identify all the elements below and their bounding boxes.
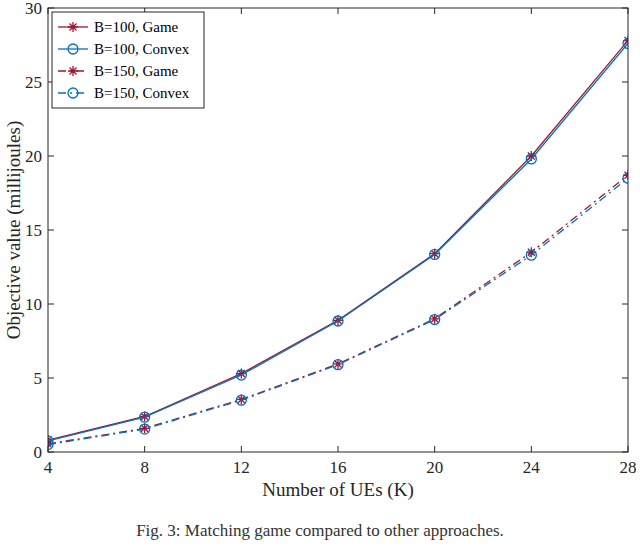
- legend-box: [52, 12, 204, 108]
- series-marker: [526, 250, 536, 260]
- y-tick: [622, 378, 628, 379]
- legend: B=100, Game B=100, Convex B=150, Game B=150…: [52, 12, 204, 108]
- legend-label: B=150, Convex: [94, 85, 190, 101]
- y-tick: [622, 304, 628, 305]
- x-tick-label: 20: [426, 458, 443, 477]
- x-tick: [338, 8, 339, 14]
- y-tick-label: 15: [25, 221, 42, 240]
- series-marker: [140, 423, 150, 433]
- y-tick-label: 30: [25, 0, 42, 18]
- legend-label: B=100, Convex: [94, 41, 190, 57]
- x-tick-label: 4: [44, 458, 53, 477]
- series-marker: [333, 359, 343, 369]
- series-marker: [333, 360, 343, 370]
- series-marker: [48, 440, 53, 450]
- y-tick: [622, 230, 628, 231]
- y-tick: [48, 156, 54, 157]
- x-tick: [241, 8, 242, 14]
- x-tick: [338, 446, 339, 452]
- y-tick-label: 20: [25, 147, 42, 166]
- series-line: [48, 41, 628, 441]
- y-axis-title: Objective value (millijoules): [3, 121, 25, 339]
- x-tick-label: 16: [330, 458, 347, 477]
- legend-marker: [68, 44, 78, 54]
- series-marker: [140, 411, 150, 421]
- series-marker: [623, 39, 628, 49]
- y-tick: [622, 82, 628, 83]
- legend-line: [58, 48, 88, 49]
- series-group: [48, 36, 628, 450]
- x-tick: [434, 446, 435, 452]
- x-tick-label: 8: [140, 458, 149, 477]
- series-marker: [333, 316, 343, 326]
- legend-marker: [68, 22, 78, 32]
- y-tick-label: 10: [25, 295, 42, 314]
- legend-marker: [68, 88, 78, 98]
- y-tick-label: 0: [34, 443, 43, 462]
- chart: 4 8 12 16 20 24 28 0 5 10 15 20 25 30 Number of UEs (K…: [0, 0, 640, 553]
- series-marker: [623, 173, 628, 183]
- x-tick: [144, 446, 145, 452]
- y-tick: [48, 378, 54, 379]
- legend-marker: [68, 66, 78, 76]
- y-tick: [48, 304, 54, 305]
- y-tick-label: 5: [34, 369, 43, 388]
- legend-label: B=100, Game: [94, 19, 179, 35]
- x-tick-label: 28: [620, 458, 637, 477]
- x-tick: [531, 446, 532, 452]
- legend-label: B=150, Game: [94, 63, 179, 79]
- series-marker: [430, 249, 440, 259]
- series-marker: [430, 315, 440, 325]
- x-tick-label: 24: [523, 458, 541, 477]
- y-tick: [622, 156, 628, 157]
- x-tick: [531, 8, 532, 14]
- caption: Fig. 3: Matching game compared to other …: [136, 521, 504, 540]
- x-axis-title: Number of UEs (K): [262, 479, 413, 501]
- x-tick-label: 12: [233, 458, 250, 477]
- series-marker: [236, 370, 246, 380]
- series-marker: [140, 424, 150, 434]
- series-line: [48, 175, 628, 444]
- legend-line: [58, 92, 88, 93]
- series-marker: [140, 412, 150, 422]
- y-tick-label: 25: [25, 73, 42, 92]
- y-tick: [48, 230, 54, 231]
- plot-frame: [48, 8, 628, 452]
- series-marker: [236, 395, 246, 405]
- x-tick: [241, 446, 242, 452]
- series-line: [48, 178, 628, 444]
- plot-bg: [48, 8, 628, 452]
- series-marker: [526, 154, 536, 164]
- x-tick: [434, 8, 435, 14]
